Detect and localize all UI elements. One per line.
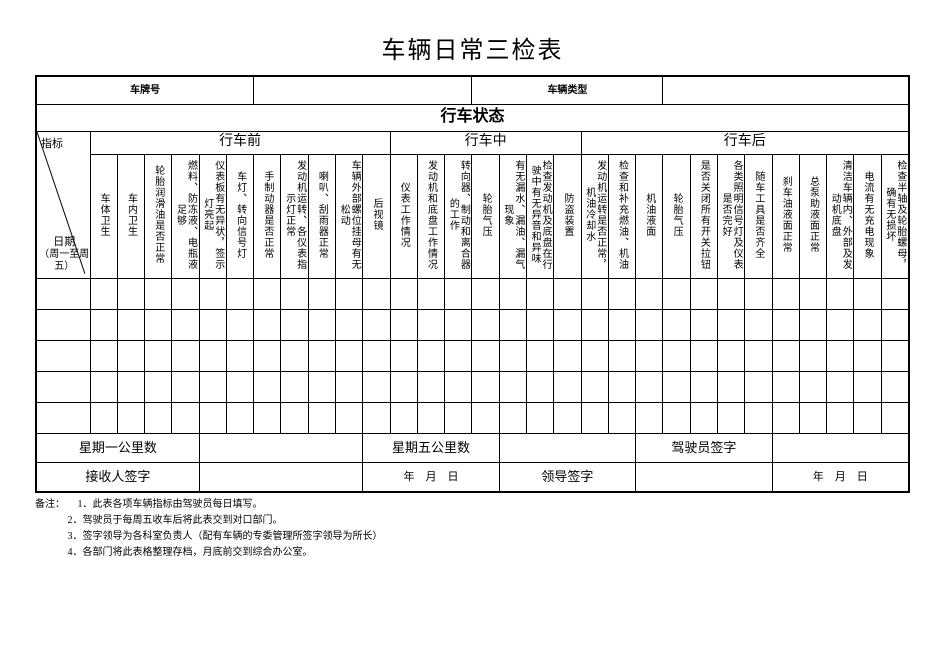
col-post-4: 是否关闭所有开关拉钮: [690, 154, 717, 279]
data-row: [36, 310, 909, 341]
col-pre-7: 发动机运转、各仪表指示灯正常: [281, 154, 308, 279]
fri-km-value[interactable]: [499, 434, 635, 463]
header-row: 车牌号 车辆类型: [36, 76, 909, 104]
col-mid-1: 发动机和底盘工作情况: [417, 154, 444, 279]
footer-row-1: 星期一公里数 星期五公里数 驾驶员签字: [36, 434, 909, 463]
type-label: 车辆类型: [472, 76, 663, 104]
col-pre-1: 车内卫生: [117, 154, 144, 279]
col-post-2: 机油液面: [636, 154, 663, 279]
col-pre-5: 车灯、转向信号灯: [226, 154, 253, 279]
col-post-10: 电流有无充电现象: [854, 154, 881, 279]
col-mid-3: 轮胎气压: [472, 154, 499, 279]
col-pre-0: 车体卫生: [90, 154, 117, 279]
col-pre-8: 喇叭、刮雨器正常: [308, 154, 335, 279]
index-cell: 指标 日期 （周一至周五）: [36, 131, 90, 279]
phase-post: 行车后: [581, 131, 909, 154]
data-row: [36, 279, 909, 310]
plate-label: 车牌号: [36, 76, 254, 104]
col-pre-2: 轮胎润滑油是否正常: [145, 154, 172, 279]
indicator-row: 车体卫生 车内卫生 轮胎润滑油是否正常 燃料、防冻液、电瓶液足够 仪表板有无异状…: [36, 154, 909, 279]
phase-mid: 行车中: [390, 131, 581, 154]
index-top: 指标: [41, 138, 63, 150]
phase-pre: 行车前: [90, 131, 390, 154]
col-post-9: 清洁车辆内、外部及发动机底盘: [827, 154, 854, 279]
col-post-3: 轮胎气压: [663, 154, 690, 279]
note-line: 2．驾驶员于每周五收车后将此表交到对口部门。: [68, 515, 283, 526]
phase-row: 指标 日期 （周一至周五） 行车前 行车中 行车后: [36, 131, 909, 154]
mon-km-value[interactable]: [199, 434, 363, 463]
col-pre-10: 后视镜: [363, 154, 390, 279]
date-cell[interactable]: [36, 403, 90, 434]
col-mid-5: 检查发动机及底盘在行驶中有无异音和异味: [527, 154, 554, 279]
col-post-6: 随车工具是否齐全: [745, 154, 772, 279]
col-mid-6: 防盗装置: [554, 154, 581, 279]
fri-km-label: 星期五公里数: [363, 434, 499, 463]
index-bottom: 日期: [39, 236, 90, 249]
state-title: 行车状态: [36, 104, 909, 131]
date-cell[interactable]: [36, 279, 90, 310]
notes-label: 备注：: [35, 499, 65, 510]
col-post-1: 检查和补充燃油、机油: [608, 154, 635, 279]
page-title: 车辆日常三检表: [35, 30, 910, 65]
note-line: 3．签字领导为各科室负责人（配有车辆的专委管理所签字领导为所长）: [68, 531, 383, 542]
receiver-date[interactable]: 年 月 日: [363, 463, 499, 493]
col-post-7: 刹车油液面正常: [772, 154, 799, 279]
leader-sign-label: 领导签字: [499, 463, 635, 493]
note-line: 4．各部门将此表格整理存档，月底前交到综合办公室。: [68, 547, 313, 558]
type-value[interactable]: [663, 76, 909, 104]
page: 车辆日常三检表 车牌号 车辆类型 行车状态 指标 日期 （周一: [0, 0, 945, 561]
mon-km-label: 星期一公里数: [36, 434, 199, 463]
col-pre-3: 燃料、防冻液、电瓶液足够: [172, 154, 199, 279]
footer-row-2: 接收人签字 年 月 日 领导签字 年 月 日: [36, 463, 909, 493]
col-pre-9: 车辆外部螺位挂母有无松动: [336, 154, 363, 279]
col-post-8: 总泵助液面正常: [799, 154, 826, 279]
date-cell[interactable]: [36, 341, 90, 372]
leader-sign-value[interactable]: [636, 463, 772, 493]
driver-sign-value[interactable]: [772, 434, 909, 463]
note-line: 1．此表各项车辆指标由驾驶员每日填写。: [78, 499, 263, 510]
data-row: [36, 372, 909, 403]
col-post-0: 发动机运转是否正常，机油冷却水: [581, 154, 608, 279]
date-cell[interactable]: [36, 310, 90, 341]
col-mid-0: 仪表工作情况: [390, 154, 417, 279]
leader-date[interactable]: 年 月 日: [772, 463, 909, 493]
state-row: 行车状态: [36, 104, 909, 131]
index-bottom-note: （周一至周五）: [39, 249, 90, 272]
inspection-table: 车牌号 车辆类型 行车状态 指标 日期 （周一至周五） 行: [35, 75, 910, 493]
col-post-11: 检查半轴及轮胎螺母，确有无损坏: [881, 154, 909, 279]
plate-value[interactable]: [254, 76, 472, 104]
col-post-5: 各类照明信号灯及仪表是否完好: [717, 154, 744, 279]
receiver-sign-label: 接收人签字: [36, 463, 199, 493]
col-mid-4: 有无漏水、漏油、漏气现象: [499, 154, 526, 279]
receiver-sign-value[interactable]: [199, 463, 363, 493]
col-pre-4: 仪表板有无异状，签示灯亮起: [199, 154, 226, 279]
driver-sign-label: 驾驶员签字: [636, 434, 772, 463]
date-cell[interactable]: [36, 372, 90, 403]
data-row: [36, 341, 909, 372]
notes: 备注： 1．此表各项车辆指标由驾驶员每日填写。 备注： 2．驾驶员于每周五收车后…: [35, 497, 910, 561]
col-pre-6: 手制动器是否正常: [254, 154, 281, 279]
col-mid-2: 转向器、制动和离合器的工作: [445, 154, 472, 279]
data-row: [36, 403, 909, 434]
